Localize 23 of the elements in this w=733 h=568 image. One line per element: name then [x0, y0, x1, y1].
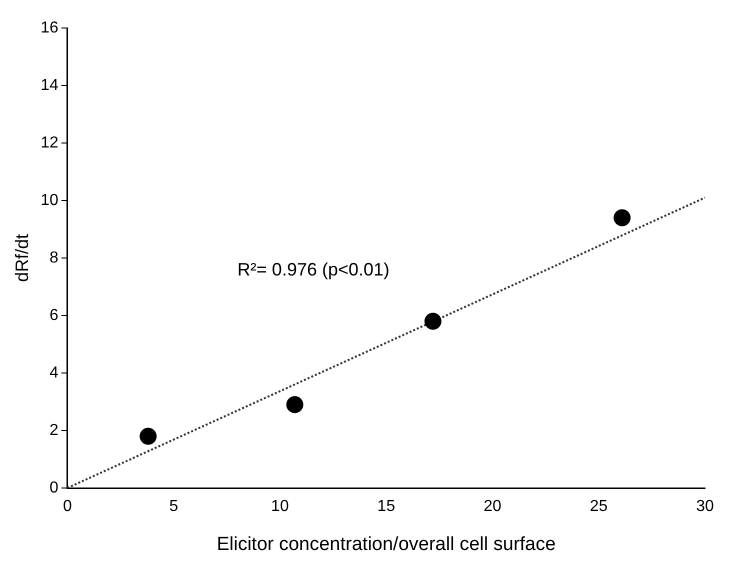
y-tick-label: 8	[49, 249, 58, 266]
y-axis-title: dRf/dt	[12, 234, 32, 282]
x-tick-label: 10	[271, 498, 289, 516]
y-tick-label: 4	[49, 364, 58, 382]
point	[614, 209, 631, 226]
x-axis-title: Elicitor concentration/overall cell surface	[216, 534, 556, 555]
point	[140, 428, 157, 445]
x-tick-label: 15	[377, 498, 396, 516]
point	[424, 312, 442, 330]
x-tick-label: 0	[62, 498, 72, 516]
y-tick-label: 16	[40, 19, 58, 36]
annotation: R²= 0.976 (p<0.01)	[237, 259, 390, 280]
y-tick-label: 6	[49, 306, 58, 324]
x-tick-label: 5	[169, 498, 178, 516]
y-tick-label: 12	[40, 134, 58, 152]
point	[286, 396, 304, 414]
y-tick-label: 14	[40, 76, 58, 94]
x-tick-label: 25	[590, 498, 608, 516]
x-tick-label: 30	[696, 498, 714, 516]
y-tick-label: 0	[49, 479, 58, 496]
x-tick-label: 20	[484, 498, 502, 516]
y-tick-label: 2	[49, 422, 58, 439]
y-tick-label: 10	[40, 192, 58, 209]
